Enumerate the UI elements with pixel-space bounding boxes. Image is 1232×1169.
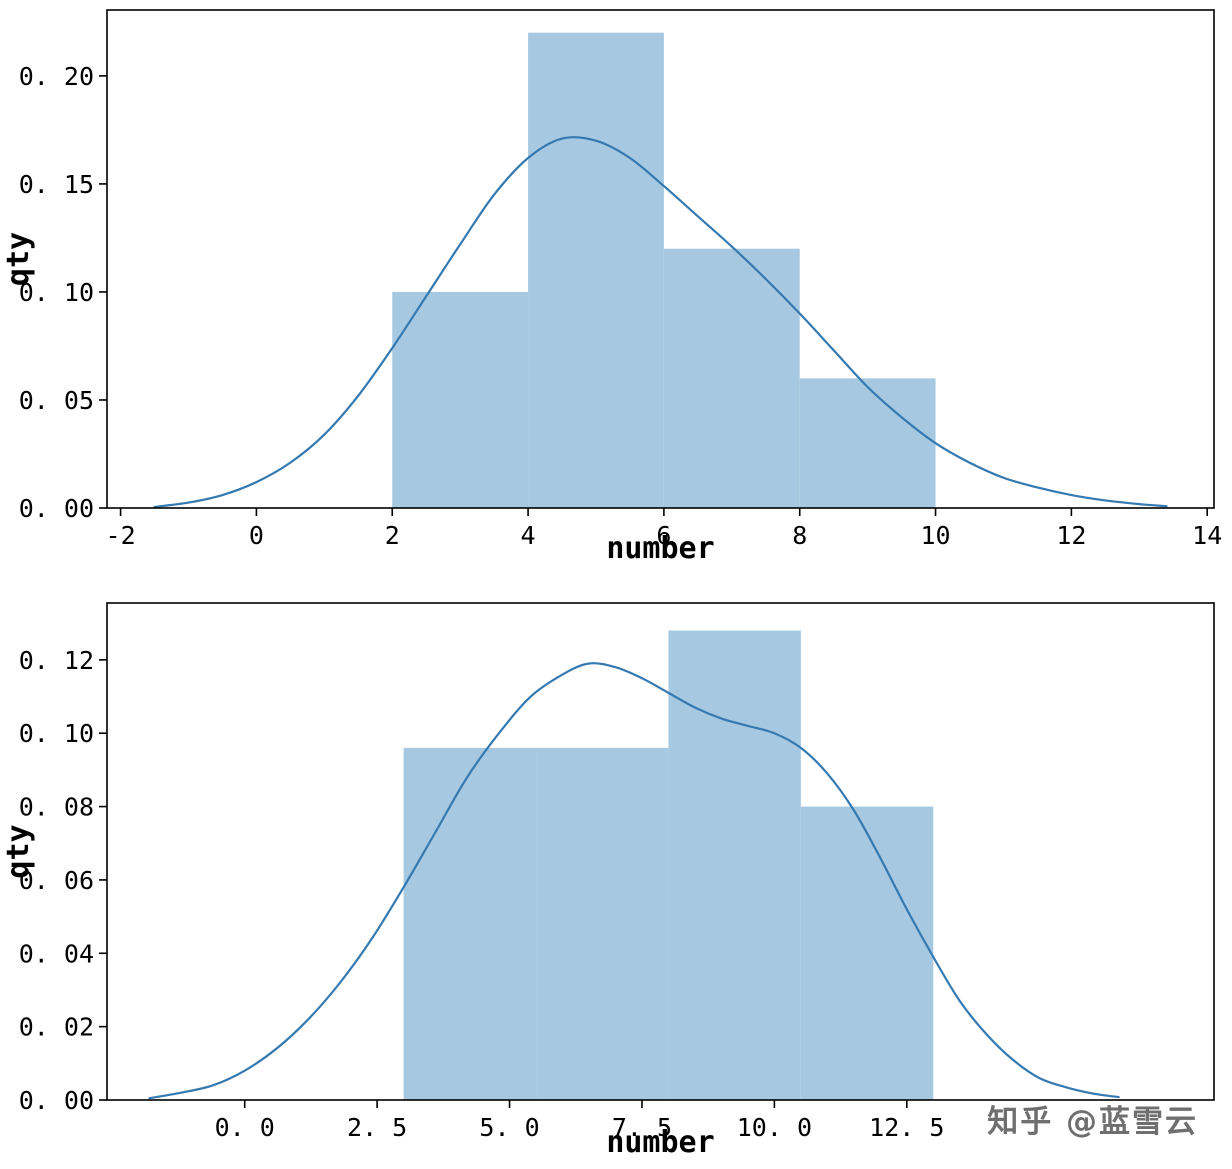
y-axis-tick-label: 0. 10 <box>19 719 94 748</box>
histogram-bar <box>392 291 529 508</box>
y-axis-label: qty <box>1 232 36 286</box>
histogram-bar <box>800 806 934 1100</box>
y-axis-label: qty <box>1 824 36 878</box>
y-axis-tick-label: 0. 06 <box>19 866 94 895</box>
x-axis-tick-label: 12 <box>1056 521 1086 550</box>
y-axis-tick-label: 0. 15 <box>19 170 94 199</box>
histogram-bar <box>668 630 801 1100</box>
subplot-1: -2 0 2 4 6 8 10 12 14 0. 00 0. 05 0. 10 0. 15 0. 20 nu… <box>1 9 1222 566</box>
x-axis-tick-label: 12. 5 <box>869 1113 944 1142</box>
histogram-bar <box>663 248 800 508</box>
kde-curve <box>153 136 1168 509</box>
histogram-bar <box>403 747 537 1100</box>
subplot-2: 0. 0 2. 5 5. 0 7. 5 10. 0 12. 5 0. 00 0. 02 0. 0… <box>1 602 1215 1160</box>
axes-frame <box>106 602 1215 1101</box>
y-axis-tick-label: 0. 12 <box>19 646 94 675</box>
y-axis-tick-label: 0. 08 <box>19 793 94 822</box>
x-axis-tick-label: 7. 5 <box>612 1113 672 1142</box>
x-axis-tick-label: 2 <box>385 521 400 550</box>
x-axis-tick-label: 0 <box>249 521 264 550</box>
y-axis-tick-label: 0. 20 <box>19 62 94 91</box>
histogram-bar <box>528 32 664 509</box>
x-axis-label: number <box>606 1125 714 1160</box>
x-axis-tick-label: 5. 0 <box>479 1113 539 1142</box>
y-axis-tick-label: 0. 04 <box>19 939 94 968</box>
kde-curve <box>148 662 1120 1100</box>
x-axis-tick-label: 10. 0 <box>737 1113 812 1142</box>
watermark: 知乎 @蓝雪云 <box>987 1104 1198 1140</box>
x-axis-tick-label: 0. 0 <box>215 1113 275 1142</box>
x-axis-tick-label: 10 <box>920 521 950 550</box>
y-axis-tick-label: 0. 00 <box>19 494 94 523</box>
x-axis-tick-label: 14 <box>1192 521 1222 550</box>
axes-frame <box>106 9 1215 509</box>
histogram-bar <box>799 378 936 508</box>
y-axis-tick-label: 0. 00 <box>19 1086 94 1115</box>
x-axis-tick-label: 6 <box>656 521 671 550</box>
x-axis-tick-label: 4 <box>521 521 536 550</box>
y-axis-tick-label: 0. 05 <box>19 386 94 415</box>
y-axis-tick-label: 0. 02 <box>19 1013 94 1042</box>
x-axis-label: number <box>606 531 714 566</box>
x-axis-tick-label: -2 <box>106 521 136 550</box>
histogram-bar <box>536 747 669 1100</box>
y-axis-tick-label: 0. 10 <box>19 278 94 307</box>
x-axis-tick-label: 8 <box>792 521 807 550</box>
x-axis-tick-label: 2. 5 <box>347 1113 407 1142</box>
